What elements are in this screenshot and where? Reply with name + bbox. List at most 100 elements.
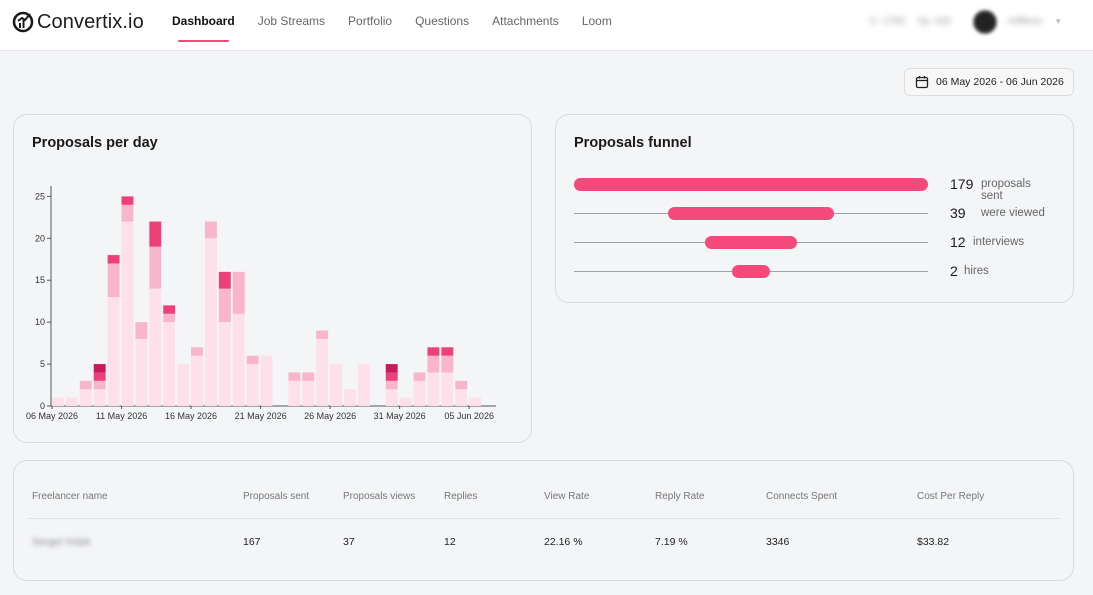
bar-segment xyxy=(385,389,398,406)
bar-segment xyxy=(121,221,134,406)
bar-segment xyxy=(288,372,301,381)
bar-segment xyxy=(399,397,412,406)
bar-segment xyxy=(135,338,148,406)
bar-segment xyxy=(204,221,217,239)
bar-segment xyxy=(121,196,134,205)
cell-connects-spent: 3346 xyxy=(766,536,790,548)
funnel-row: 2 hires xyxy=(574,263,1054,281)
nav-loom[interactable]: Loom xyxy=(581,14,612,28)
x-tick-label: 11 May 2026 xyxy=(96,411,147,421)
nav-job-streams[interactable]: Job Streams xyxy=(257,14,326,28)
bar-segment xyxy=(191,355,203,406)
x-tick-label: 05 Jun 2026 xyxy=(444,411,494,421)
cell-cost-per-reply: $33.82 xyxy=(917,536,950,548)
bar-segment xyxy=(246,364,259,406)
funnel-value: 39 xyxy=(950,205,966,221)
nav-questions[interactable]: Questions xyxy=(415,14,470,28)
bar-segment xyxy=(385,372,398,381)
funnel-value: 12 xyxy=(950,234,966,250)
bar-segment xyxy=(52,397,64,406)
funnel-label: proposals sent xyxy=(981,178,1031,202)
funnel-title: Proposals funnel xyxy=(574,135,692,151)
bar-segment xyxy=(441,355,454,373)
cell-freelancer-name: Sergei Volyk xyxy=(32,536,91,548)
bar-segment xyxy=(218,271,231,289)
cell-proposals-sent: 167 xyxy=(243,536,261,548)
y-tick-label: 10 xyxy=(35,317,45,327)
bar-segment xyxy=(107,255,120,264)
bar-segment xyxy=(107,263,120,297)
user-avatar[interactable] xyxy=(973,10,997,34)
bar-segment xyxy=(441,372,454,406)
bar-segment xyxy=(260,355,273,406)
connects-balance: C: 1760 xyxy=(870,16,906,27)
col-header-connects-spent[interactable]: Connects Spent xyxy=(766,491,838,502)
bar-segment xyxy=(79,380,92,390)
bar-segment xyxy=(149,221,162,247)
x-tick-label: 06 May 2026 xyxy=(26,411,78,421)
funnel-value: 2 xyxy=(950,263,958,279)
proposals-funnel-card: Proposals funnel 179 proposals sent 39 were… xyxy=(555,114,1074,303)
bar-segment xyxy=(177,364,190,406)
table-divider xyxy=(28,518,1061,519)
bar-segment xyxy=(149,246,162,289)
brand-logo[interactable]: Convertix.io xyxy=(12,10,144,34)
bar-segment xyxy=(149,288,162,406)
bar-segment xyxy=(413,372,426,381)
col-header-cost-per-reply[interactable]: Cost Per Reply xyxy=(917,491,985,502)
proposals-per-day-chart: 0 5 10 15 20 25 06 May 2026 11 May 2026 16 May 2… xyxy=(26,186,496,421)
funnel-bar xyxy=(705,236,797,249)
col-header-freelancer-name[interactable]: Freelancer name xyxy=(32,491,108,502)
funnel-label: hires xyxy=(964,265,989,277)
y-tick-label: 25 xyxy=(35,191,45,201)
col-header-replies[interactable]: Replies xyxy=(444,491,478,502)
col-header-reply-rate[interactable]: Reply Rate xyxy=(655,491,705,502)
bar-segment xyxy=(427,372,440,406)
bar-segment xyxy=(163,305,176,314)
user-name[interactable]: mfilleon xyxy=(1008,16,1043,27)
y-tick-label: 20 xyxy=(35,233,45,243)
calendar-icon xyxy=(915,76,929,89)
chart-title: Proposals per day xyxy=(32,135,158,151)
col-header-view-rate[interactable]: View Rate xyxy=(544,491,590,502)
col-header-proposals-views[interactable]: Proposals views xyxy=(343,491,416,502)
bar-segment xyxy=(218,322,231,406)
nav-attachments[interactable]: Attachments xyxy=(492,14,559,28)
bar-segment xyxy=(232,313,245,406)
funnel-row: 179 proposals sent xyxy=(574,176,1054,202)
x-tick-label: 16 May 2026 xyxy=(165,411,217,421)
bar-segment xyxy=(79,389,92,406)
bar-segment xyxy=(163,313,176,323)
cell-proposals-views: 37 xyxy=(343,536,355,548)
funnel-value: 179 xyxy=(950,176,974,192)
top-navigation-bar: Convertix.io Dashboard Job Streams Portf… xyxy=(0,0,1093,51)
x-tick-label: 26 May 2026 xyxy=(304,411,356,421)
bar-segment xyxy=(344,389,356,406)
main-nav: Dashboard Job Streams Portfolio Question… xyxy=(172,14,635,42)
bar-segment xyxy=(246,355,259,365)
bar-segment xyxy=(93,372,106,381)
freelancer-stats-table: Freelancer name Proposals sent Proposals… xyxy=(13,460,1074,581)
chevron-down-icon[interactable]: ▾ xyxy=(1056,16,1061,26)
bar-segment xyxy=(427,355,440,373)
hp-balance: hp: 432 xyxy=(918,16,952,27)
bar-segment xyxy=(121,204,134,222)
bar-segment xyxy=(316,330,329,339)
bar-segment xyxy=(135,322,148,339)
funnel-bar xyxy=(668,207,834,220)
bar-segment xyxy=(330,364,343,406)
cell-reply-rate: 7.19 % xyxy=(655,536,688,548)
col-header-proposals-sent[interactable]: Proposals sent xyxy=(243,491,310,502)
bar-segment xyxy=(469,397,482,406)
y-tick-label: 0 xyxy=(40,401,45,411)
nav-dashboard[interactable]: Dashboard xyxy=(172,14,235,42)
bar-segment xyxy=(427,347,440,356)
bar-segment xyxy=(232,271,245,314)
date-range-picker[interactable]: 06 May 2026 - 06 Jun 2026 xyxy=(904,68,1074,96)
y-tick-label: 15 xyxy=(35,275,45,285)
nav-portfolio[interactable]: Portfolio xyxy=(348,14,393,28)
bar-segment xyxy=(302,372,315,381)
y-tick-label: 5 xyxy=(40,359,45,369)
bar-segment xyxy=(65,397,78,406)
bar-segment xyxy=(385,364,398,373)
